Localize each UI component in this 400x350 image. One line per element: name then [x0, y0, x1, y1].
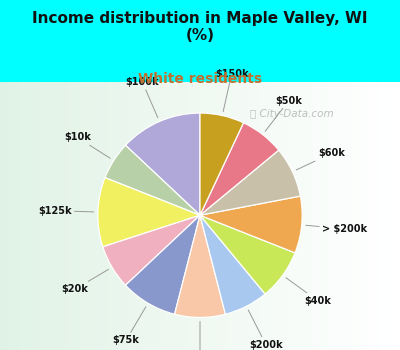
Wedge shape — [200, 215, 265, 314]
Bar — [87, 82, 93, 350]
Text: $75k: $75k — [113, 307, 146, 345]
Bar — [13, 82, 20, 350]
Wedge shape — [126, 215, 200, 314]
Bar — [160, 82, 167, 350]
Bar — [380, 82, 387, 350]
Wedge shape — [103, 215, 200, 285]
Bar — [7, 82, 13, 350]
Bar — [280, 82, 287, 350]
Bar — [387, 82, 393, 350]
Bar — [373, 82, 380, 350]
Bar — [220, 82, 227, 350]
Text: > $200k: > $200k — [306, 224, 367, 234]
Text: White residents: White residents — [138, 72, 262, 86]
Wedge shape — [200, 196, 302, 253]
Bar — [227, 82, 233, 350]
Text: $100k: $100k — [126, 77, 159, 118]
Text: $10k: $10k — [64, 133, 110, 158]
Bar — [367, 82, 373, 350]
Wedge shape — [200, 123, 279, 215]
Bar — [80, 82, 87, 350]
Wedge shape — [200, 215, 295, 294]
Bar — [293, 82, 300, 350]
Bar — [347, 82, 353, 350]
Text: $60k: $60k — [296, 148, 345, 170]
Bar — [187, 82, 193, 350]
Bar — [133, 82, 140, 350]
Bar — [127, 82, 133, 350]
Text: $20k: $20k — [62, 270, 108, 294]
Text: $150k: $150k — [215, 69, 248, 112]
Bar — [153, 82, 160, 350]
Bar — [67, 82, 73, 350]
Bar — [247, 82, 253, 350]
Wedge shape — [126, 113, 200, 215]
Bar — [300, 82, 307, 350]
Bar — [100, 82, 107, 350]
Text: $200k: $200k — [248, 310, 283, 350]
Text: ⓘ City-Data.com: ⓘ City-Data.com — [250, 110, 334, 119]
Bar — [60, 82, 67, 350]
Bar — [20, 82, 27, 350]
Bar — [53, 82, 60, 350]
Bar — [193, 82, 200, 350]
Bar — [107, 82, 113, 350]
Bar — [93, 82, 100, 350]
Bar — [147, 82, 153, 350]
Bar — [47, 82, 53, 350]
Bar — [333, 82, 340, 350]
Bar — [207, 82, 213, 350]
Wedge shape — [200, 113, 244, 215]
Bar — [120, 82, 127, 350]
Bar — [393, 82, 400, 350]
Bar — [0, 82, 7, 350]
Text: $125k: $125k — [38, 206, 94, 216]
Bar — [213, 82, 220, 350]
Bar — [73, 82, 80, 350]
Bar — [200, 82, 207, 350]
Bar — [273, 82, 280, 350]
Wedge shape — [174, 215, 226, 317]
Bar — [260, 82, 267, 350]
Bar — [253, 82, 260, 350]
Bar — [240, 82, 247, 350]
Bar — [173, 82, 180, 350]
Bar — [40, 82, 47, 350]
Text: $30k: $30k — [186, 322, 214, 350]
Bar — [233, 82, 240, 350]
Wedge shape — [98, 178, 200, 247]
Wedge shape — [105, 145, 200, 215]
Bar — [327, 82, 333, 350]
Bar — [113, 82, 120, 350]
Bar — [360, 82, 367, 350]
Bar — [180, 82, 187, 350]
Bar — [33, 82, 40, 350]
Bar — [313, 82, 320, 350]
Bar — [27, 82, 33, 350]
Bar — [167, 82, 173, 350]
Text: Income distribution in Maple Valley, WI
(%): Income distribution in Maple Valley, WI … — [32, 10, 368, 43]
Text: $40k: $40k — [286, 278, 331, 306]
Bar — [287, 82, 293, 350]
Bar — [140, 82, 147, 350]
Bar — [320, 82, 327, 350]
Text: $50k: $50k — [265, 96, 302, 131]
Bar — [267, 82, 273, 350]
Bar — [307, 82, 313, 350]
Bar — [353, 82, 360, 350]
Wedge shape — [200, 150, 300, 215]
Bar — [340, 82, 347, 350]
